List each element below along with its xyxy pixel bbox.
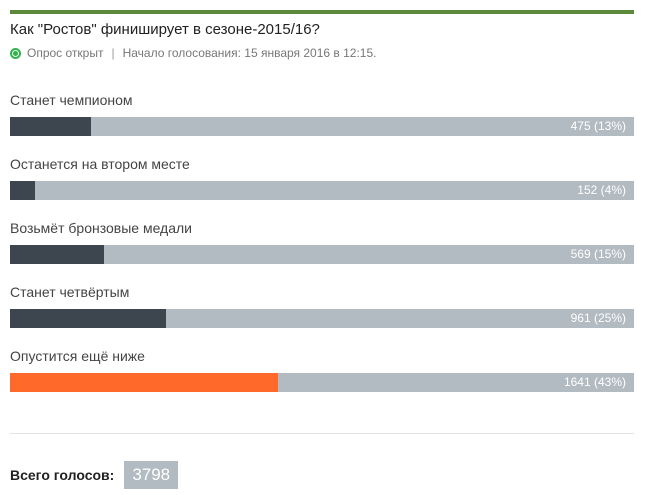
poll-option[interactable]: Станет чемпионом 475 (13%)	[10, 91, 634, 155]
poll-start-date: Начало голосования: 15 января 2016 в 12:…	[122, 46, 377, 60]
option-label: Опустится ещё ниже	[10, 348, 145, 364]
option-label: Станет чемпионом	[10, 92, 133, 108]
total-votes-count: 3798	[124, 461, 179, 489]
option-bar-fill	[10, 117, 92, 136]
poll-widget: Как "Ростов" финиширует в сезоне-2015/16…	[10, 10, 634, 411]
option-label: Станет четвёртым	[10, 284, 130, 300]
divider	[10, 433, 634, 434]
option-label: Останется на втором месте	[10, 156, 190, 172]
option-bar-fill	[10, 309, 166, 328]
total-votes: Всего голосов: 3798	[10, 461, 179, 489]
poll-status: Опрос открыт	[27, 46, 104, 60]
option-votes: 1641 (43%)	[563, 375, 626, 389]
option-bar: 569 (15%)	[10, 245, 634, 264]
poll-question: Как "Ростов" финиширует в сезоне-2015/16…	[10, 21, 320, 38]
status-open-icon	[10, 47, 21, 59]
meta-separator: |	[111, 46, 115, 60]
option-votes: 569 (15%)	[570, 247, 626, 261]
poll-options: Станет чемпионом 475 (13%) Останется на …	[10, 91, 634, 411]
poll-option[interactable]: Станет четвёртым 961 (25%)	[10, 283, 634, 347]
option-bar-fill	[10, 373, 279, 392]
option-bar-fill	[10, 245, 104, 264]
option-votes: 152 (4%)	[577, 183, 626, 197]
poll-option[interactable]: Возьмёт бронзовые медали 569 (15%)	[10, 219, 634, 283]
option-bar-fill	[10, 181, 35, 200]
option-votes: 475 (13%)	[570, 119, 626, 133]
poll-option[interactable]: Останется на втором месте 152 (4%)	[10, 155, 634, 219]
option-bar: 961 (25%)	[10, 309, 634, 328]
option-votes: 961 (25%)	[570, 311, 626, 325]
option-bar: 1641 (43%)	[10, 373, 634, 392]
poll-option[interactable]: Опустится ещё ниже 1641 (43%)	[10, 347, 634, 411]
option-bar: 152 (4%)	[10, 181, 634, 200]
total-votes-label: Всего голосов:	[10, 467, 115, 483]
option-label: Возьмёт бронзовые медали	[10, 220, 192, 236]
option-bar: 475 (13%)	[10, 117, 634, 136]
poll-meta: Опрос открыт | Начало голосования: 15 ян…	[10, 45, 634, 61]
